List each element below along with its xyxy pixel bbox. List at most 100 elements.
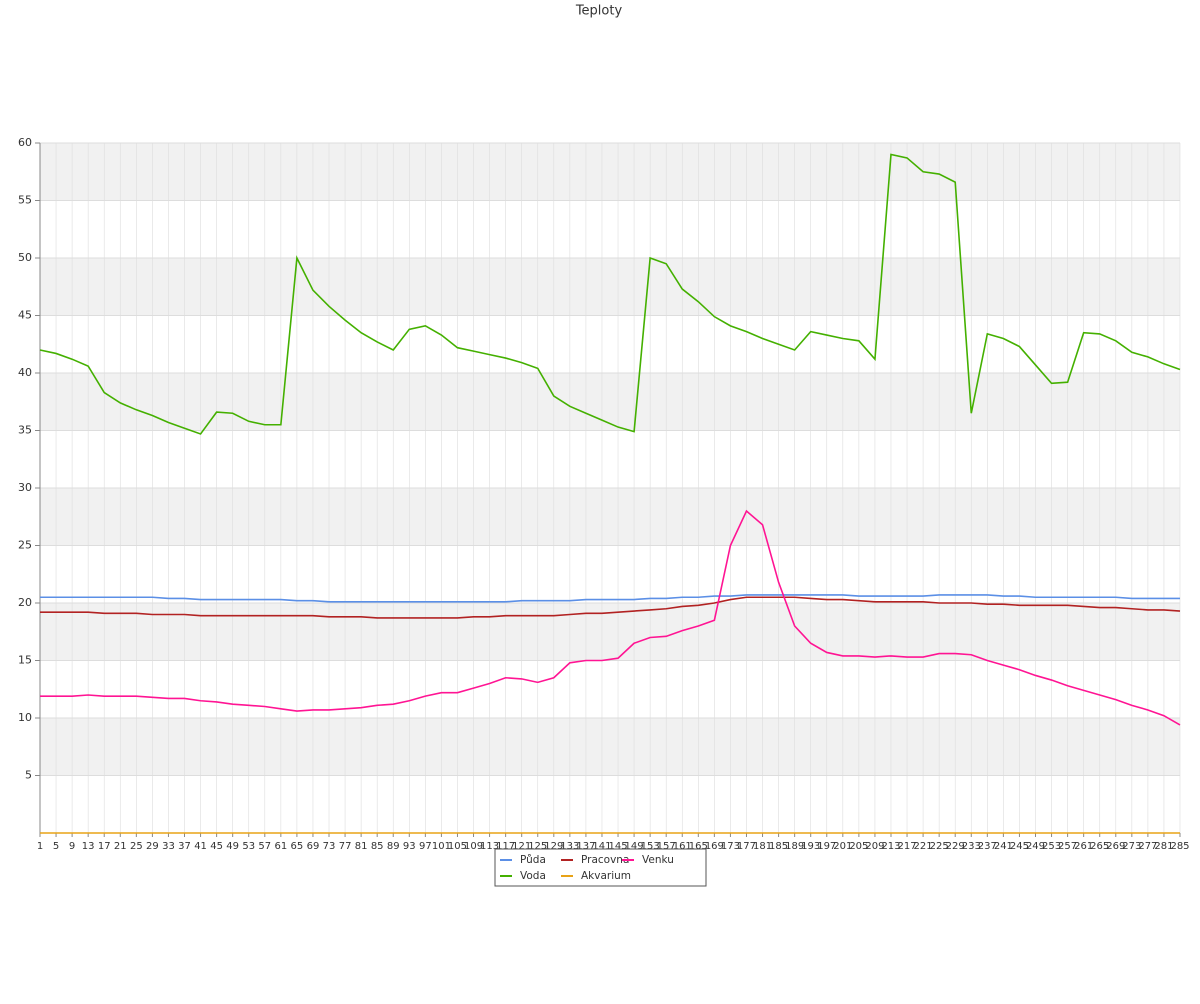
x-tick-label: 29: [146, 841, 159, 852]
y-tick-label: 50: [18, 251, 32, 264]
grid-band: [40, 258, 1180, 316]
x-tick-label: 137: [576, 841, 595, 852]
y-tick-label: 35: [18, 424, 32, 437]
x-tick-label: 241: [994, 841, 1013, 852]
series-line: [40, 509, 1181, 726]
x-tick-label: 89: [387, 841, 400, 852]
x-tick-label: 85: [371, 841, 384, 852]
y-tick-label: 20: [18, 596, 32, 609]
x-tick-label: 245: [1010, 841, 1029, 852]
legend-label: Venku: [642, 854, 674, 866]
legend-label: Pracovna: [581, 854, 629, 866]
bands: [40, 143, 1180, 776]
x-tick-label: 49: [226, 841, 239, 852]
x-tick-label: 189: [785, 841, 804, 852]
x-tick-label: 209: [865, 841, 884, 852]
x-tick-label: 177: [737, 841, 756, 852]
y-tick-label: 5: [25, 769, 32, 782]
x-tick-label: 1: [37, 841, 43, 852]
x-tick-label: 41: [194, 841, 207, 852]
x-tick-label: 9: [69, 841, 75, 852]
x-tick-label: 257: [1058, 841, 1077, 852]
x-tick-label: 13: [82, 841, 95, 852]
x-tick-label: 117: [496, 841, 515, 852]
x-tick-label: 157: [657, 841, 676, 852]
x-tick-label: 73: [323, 841, 336, 852]
x-tick-label: 101: [432, 841, 451, 852]
x-tick-label: 129: [544, 841, 563, 852]
x-tick-label: 69: [307, 841, 320, 852]
series-line: [40, 596, 1181, 619]
x-tick-label: 17: [98, 841, 111, 852]
x-tick-label: 161: [673, 841, 692, 852]
grid-band: [40, 373, 1180, 431]
grid: [35, 142, 1181, 837]
y-tick-label: 10: [18, 711, 32, 724]
x-tick-label: 93: [403, 841, 416, 852]
legend: Půda Voda Pracovna Akvarium Venku: [500, 854, 674, 882]
legend-label: Akvarium: [581, 870, 631, 882]
x-tick-label: 61: [274, 841, 287, 852]
x-tick-label: 97: [419, 841, 432, 852]
x-tick-label: 225: [930, 841, 949, 852]
legend-label: Půda: [520, 854, 546, 866]
x-tick-label: 125: [528, 841, 547, 852]
x-tick-label: 21: [114, 841, 127, 852]
lines: [39, 153, 1181, 834]
x-tick-label: 217: [897, 841, 916, 852]
x-tick-label: 273: [1122, 841, 1141, 852]
x-tick-label: 105: [448, 841, 467, 852]
grid-band: [40, 718, 1180, 776]
y-tick-label: 25: [18, 539, 32, 552]
grid-band: [40, 143, 1180, 201]
x-tick-label: 181: [753, 841, 772, 852]
x-tick-label: 249: [1026, 841, 1045, 852]
x-tick-label: 281: [1154, 841, 1173, 852]
x-tick-label: 153: [641, 841, 660, 852]
x-tick-label: 233: [962, 841, 981, 852]
x-tick-label: 81: [355, 841, 368, 852]
x-tick-label: 221: [914, 841, 933, 852]
x-tick-label: 193: [801, 841, 820, 852]
y-tick-label: 40: [18, 366, 32, 379]
y-tick-label: 45: [18, 309, 32, 322]
grid-band: [40, 603, 1180, 661]
x-tick-label: 261: [1074, 841, 1093, 852]
x-tick-label: 169: [705, 841, 724, 852]
x-tick-label: 229: [946, 841, 965, 852]
x-tick-label: 149: [625, 841, 644, 852]
legend-box: [494, 848, 707, 887]
x-tick-label: 173: [721, 841, 740, 852]
x-tick-label: 65: [291, 841, 304, 852]
x-tick-label: 201: [833, 841, 852, 852]
x-tick-label: 77: [339, 841, 352, 852]
x-tick-label: 33: [162, 841, 175, 852]
y-tick-label: 60: [18, 136, 32, 149]
chart-title: Teploty: [575, 4, 623, 19]
y-tick-label: 55: [18, 194, 32, 207]
x-tick-label: 237: [978, 841, 997, 852]
grid-band: [40, 488, 1180, 546]
series-line: [40, 594, 1180, 603]
x-tick-label: 165: [689, 841, 708, 852]
y-tick-label: 30: [18, 481, 32, 494]
x-tick-label: 37: [178, 841, 191, 852]
x-tick-label: 277: [1138, 841, 1157, 852]
y-tick-label: 15: [18, 654, 32, 667]
series-line: [39, 153, 1181, 435]
x-tick-label: 185: [769, 841, 788, 852]
x-tick-label: 265: [1090, 841, 1109, 852]
x-tick-label: 121: [512, 841, 531, 852]
x-tick-label: 25: [130, 841, 143, 852]
x-tick-label: 45: [210, 841, 223, 852]
legend-label: Voda: [520, 870, 546, 882]
x-tick-label: 145: [608, 841, 627, 852]
x-tick-label: 5: [53, 841, 59, 852]
x-tick-label: 53: [242, 841, 255, 852]
x-tick-label: 113: [480, 841, 499, 852]
x-tick-label: 285: [1170, 841, 1189, 852]
x-tick-label: 253: [1042, 841, 1061, 852]
x-tick-label: 213: [881, 841, 900, 852]
